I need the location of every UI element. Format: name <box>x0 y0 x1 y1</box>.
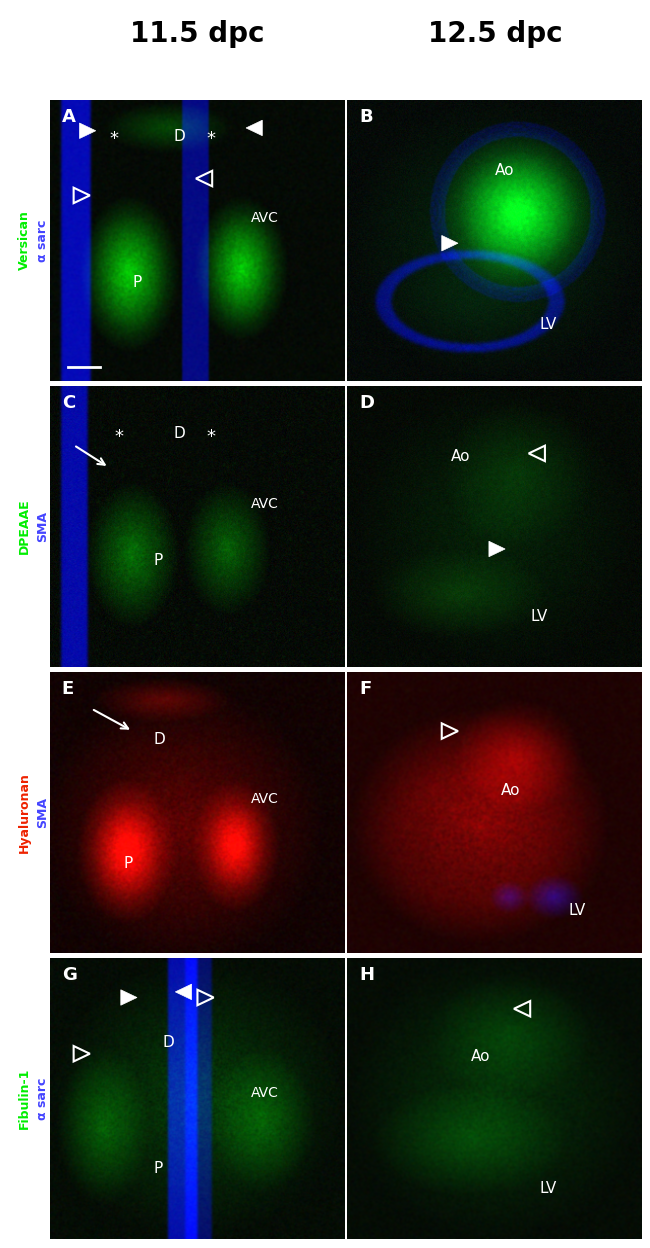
Text: A: A <box>62 107 75 126</box>
Text: AVC: AVC <box>250 211 278 225</box>
Text: B: B <box>359 107 373 126</box>
Text: Hyaluronan: Hyaluronan <box>18 773 31 854</box>
Text: *: * <box>206 130 215 149</box>
Text: Fibulin-1: Fibulin-1 <box>18 1068 31 1129</box>
Text: H: H <box>359 966 374 983</box>
Text: D: D <box>174 129 186 144</box>
Polygon shape <box>79 124 96 139</box>
Text: DPEAAE: DPEAAE <box>18 499 31 554</box>
Polygon shape <box>121 990 137 1005</box>
Text: P: P <box>153 553 162 568</box>
Text: C: C <box>62 394 75 412</box>
Polygon shape <box>246 120 263 136</box>
Text: *: * <box>109 130 118 149</box>
Text: D: D <box>359 394 374 412</box>
Text: Ao: Ao <box>450 449 470 464</box>
Text: P: P <box>124 856 133 871</box>
Polygon shape <box>489 542 505 557</box>
Text: LV: LV <box>539 1181 556 1196</box>
Text: F: F <box>359 680 371 698</box>
Text: D: D <box>174 427 186 442</box>
Text: P: P <box>133 275 142 290</box>
Text: LV: LV <box>530 609 547 624</box>
Text: Ao: Ao <box>500 782 520 797</box>
Text: SMA: SMA <box>36 510 49 542</box>
Text: *: * <box>206 428 215 446</box>
Text: E: E <box>62 680 74 698</box>
Text: 11.5 dpc: 11.5 dpc <box>130 20 265 47</box>
Text: Ao: Ao <box>495 162 514 177</box>
Text: Versican: Versican <box>18 211 31 271</box>
Text: AVC: AVC <box>250 497 278 510</box>
Polygon shape <box>176 985 192 1000</box>
Text: P: P <box>153 1162 162 1177</box>
Text: G: G <box>62 966 77 983</box>
Text: D: D <box>153 733 165 748</box>
Text: Ao: Ao <box>471 1050 491 1065</box>
Text: *: * <box>115 428 124 446</box>
Text: AVC: AVC <box>250 791 278 805</box>
Text: α sarc: α sarc <box>36 1077 49 1119</box>
Text: 12.5 dpc: 12.5 dpc <box>428 20 562 47</box>
Text: AVC: AVC <box>250 1086 278 1099</box>
Polygon shape <box>442 236 458 251</box>
Text: α sarc: α sarc <box>36 220 49 262</box>
Text: D: D <box>162 1035 174 1050</box>
Text: LV: LV <box>539 317 556 332</box>
Text: SMA: SMA <box>36 797 49 829</box>
Text: LV: LV <box>569 904 586 919</box>
